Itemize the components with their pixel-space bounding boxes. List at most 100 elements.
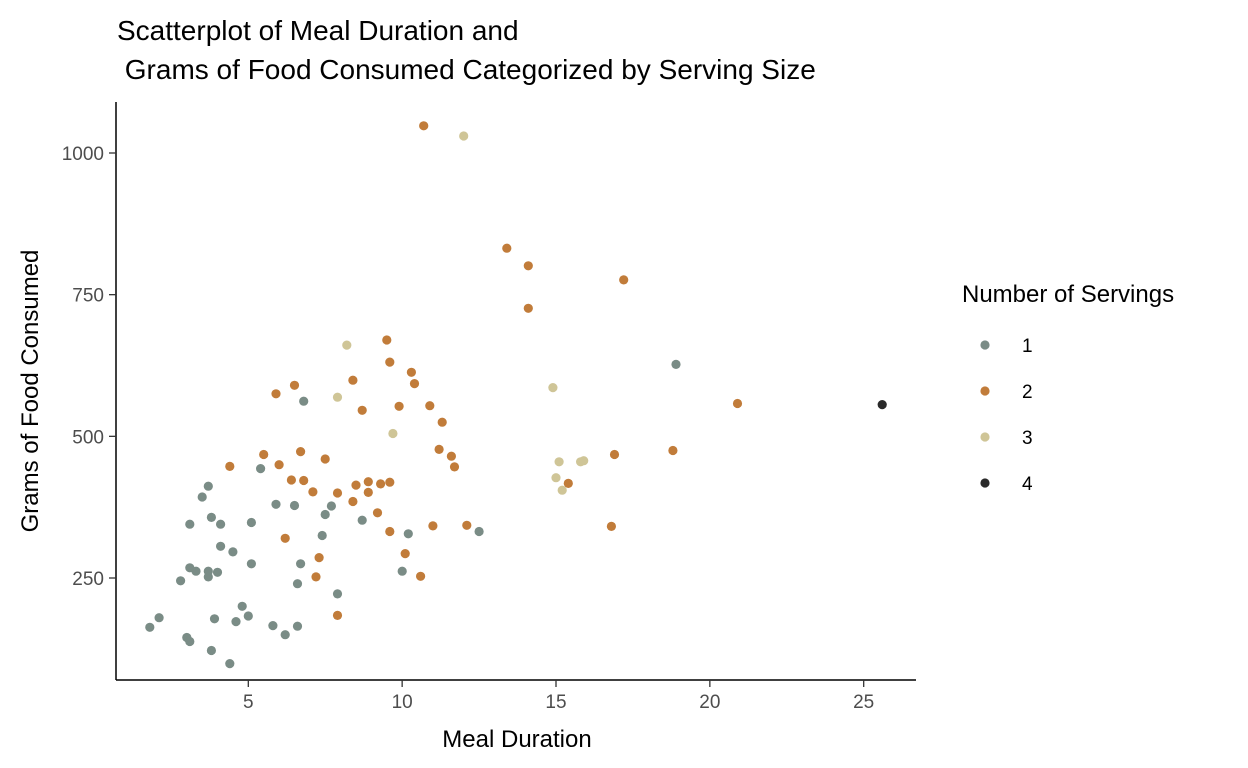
x-tick-label-10: 10 [392,692,413,713]
data-point-serving-1-4 [185,636,195,647]
data-point-serving-4-0 [877,400,887,410]
data-point-serving-2-9 [311,572,321,582]
data-point-serving-2-46 [668,445,678,456]
data-point-serving-2-26 [394,401,404,411]
data-point-serving-1-8 [197,492,207,502]
data-point-serving-1-12 [206,645,216,656]
y-tick-label-750: 750 [72,286,104,307]
x-tick-label-25: 25 [853,692,874,713]
x-tick-label-5: 5 [243,692,254,713]
data-point-serving-1-26 [268,621,278,631]
data-point-serving-1-15 [212,567,223,577]
data-point-serving-2-21 [376,479,386,489]
chart-title-line-2: Grams of Food Consumed Categorized by Se… [117,54,816,85]
data-point-serving-2-3 [280,533,290,543]
legend-items: 1 2 3 4 [980,336,1033,495]
data-point-serving-1-29 [289,500,300,511]
data-point-serving-1-37 [332,589,343,599]
data-point-serving-1-21 [237,601,247,611]
data-point-serving-1-5 [185,519,195,529]
data-point-serving-2-19 [363,477,373,487]
data-point-serving-2-33 [428,521,438,531]
legend-key-3 [980,432,990,442]
points-layer [145,121,887,669]
data-point-serving-2-48 [274,460,284,470]
data-point-serving-2-17 [357,405,367,415]
legend-label-3: 3 [1022,428,1033,449]
data-point-serving-1-31 [292,621,303,631]
data-point-serving-2-2 [271,389,281,399]
x-axis-title: Meal Duration [442,726,591,753]
data-point-serving-1-20 [231,617,241,627]
data-point-serving-2-45 [619,275,629,285]
data-point-serving-2-28 [406,367,416,377]
data-point-serving-2-14 [348,496,358,507]
data-point-serving-2-1 [259,449,269,460]
data-point-serving-2-6 [296,447,306,457]
data-point-serving-2-25 [385,357,395,367]
data-point-serving-2-39 [502,243,512,253]
data-point-serving-1-13 [206,512,216,523]
data-point-serving-1-14 [209,614,220,624]
data-point-serving-2-10 [314,553,324,563]
data-point-serving-1-27 [271,499,281,509]
chart-title-line-1: Scatterplot of Meal Duration and [117,15,519,46]
data-point-serving-1-17 [216,541,226,551]
legend-label-1: 1 [1022,336,1033,357]
data-point-serving-2-13 [332,610,343,621]
data-point-serving-1-22 [243,611,253,621]
data-point-serving-1-40 [403,529,413,539]
legend-label-2: 2 [1022,382,1033,403]
data-point-serving-2-32 [425,401,435,411]
data-point-serving-2-41 [523,303,533,313]
data-point-serving-1-2 [176,576,186,586]
data-point-serving-1-35 [320,509,330,520]
data-point-serving-1-16 [216,519,226,529]
x-tick-label-20: 20 [699,692,720,713]
data-point-serving-2-4 [286,475,296,485]
data-point-serving-3-3 [459,131,469,141]
data-point-serving-2-47 [732,398,743,409]
data-point-serving-1-25 [256,464,266,474]
y-tick-label-250: 250 [72,569,104,590]
data-point-serving-2-11 [320,454,330,464]
data-point-serving-3-2 [388,428,398,439]
data-point-serving-2-15 [348,375,358,385]
data-point-serving-2-40 [523,261,533,271]
data-point-serving-1-34 [317,530,327,541]
data-point-serving-2-36 [446,451,456,461]
y-axis-ticks: 250 500 750 1000 [62,144,116,590]
data-point-serving-2-5 [289,380,300,390]
data-point-serving-2-7 [299,475,309,486]
data-point-serving-1-28 [280,630,290,640]
data-point-serving-2-20 [372,508,383,518]
data-point-serving-2-23 [385,477,395,487]
data-point-serving-2-44 [609,449,620,460]
data-point-serving-2-30 [416,571,426,581]
legend: Number of Servings 1 2 3 4 [962,281,1174,495]
data-point-serving-2-22 [382,335,392,345]
legend-key-4 [980,478,990,488]
data-point-serving-3-0 [332,392,343,402]
data-point-serving-1-7 [191,566,201,576]
data-point-serving-3-9 [579,456,589,466]
data-point-serving-1-0 [145,622,155,632]
data-point-serving-3-6 [554,457,564,467]
data-point-serving-1-36 [326,501,336,511]
legend-title: Number of Servings [962,281,1174,308]
data-point-serving-1-42 [671,359,681,369]
data-point-serving-3-7 [557,485,567,495]
data-point-serving-2-16 [351,480,361,490]
data-point-serving-3-1 [342,340,352,350]
data-point-serving-2-43 [606,521,617,532]
data-point-serving-1-19 [228,547,238,557]
y-tick-label-500: 500 [72,427,104,448]
data-point-serving-2-34 [434,444,444,454]
data-point-serving-2-18 [363,487,373,497]
data-point-serving-1-41 [474,526,484,537]
data-point-serving-1-30 [292,579,303,589]
data-point-serving-2-29 [409,379,420,389]
data-point-serving-1-23 [246,559,256,569]
legend-key-2 [980,386,990,396]
